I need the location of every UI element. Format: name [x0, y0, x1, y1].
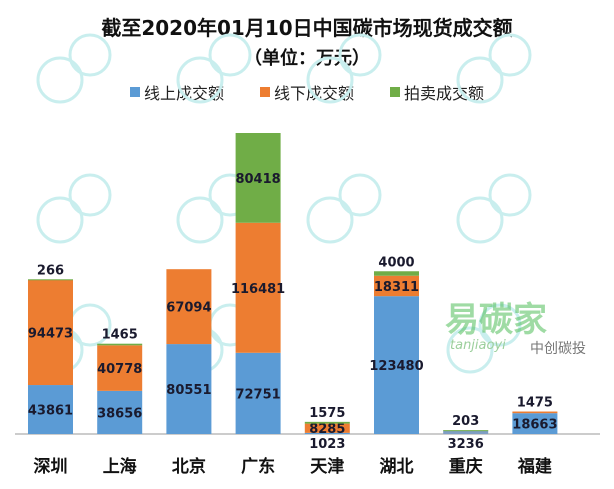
data-label: 3236	[448, 437, 484, 452]
watermark-circle	[68, 173, 112, 217]
data-label: 43861	[28, 404, 73, 419]
data-label: 8285	[309, 422, 345, 437]
watermark-circle	[36, 196, 84, 244]
data-label: 1023	[309, 437, 345, 452]
data-label: 72751	[235, 387, 280, 402]
x-tick-label: 广东	[241, 456, 275, 477]
data-label: 40778	[97, 362, 142, 377]
data-label: 80418	[235, 172, 280, 187]
bar-segment	[166, 269, 212, 345]
bar-segment	[374, 296, 419, 434]
watermark-circle	[36, 56, 84, 104]
bar-segment	[235, 352, 281, 434]
bar-segment	[304, 421, 350, 424]
bar-segment	[28, 279, 73, 386]
x-tick-label: 上海	[103, 456, 137, 477]
data-label: 266	[37, 263, 64, 278]
data-label: 38656	[97, 406, 142, 421]
x-tick-label: 福建	[517, 456, 552, 477]
bar-segment	[443, 430, 489, 434]
data-label: 1575	[309, 406, 345, 421]
data-label: 123480	[369, 359, 423, 374]
data-label: 203	[452, 414, 479, 429]
data-label: 1465	[102, 328, 138, 343]
watermark-circle	[306, 196, 354, 244]
legend-swatch	[259, 87, 270, 97]
bar-segment	[374, 275, 419, 297]
legend-swatch	[390, 87, 400, 97]
watermark-circle	[208, 33, 252, 77]
bar-segment	[512, 411, 558, 414]
bar-segment	[374, 271, 419, 276]
x-tick-label: 天津	[310, 456, 344, 477]
chart-title: 截至2020年01月10日中国碳市场现货成交额	[101, 16, 513, 40]
watermark-circle	[446, 326, 494, 374]
data-label: 18311	[374, 280, 419, 295]
watermark-sub: tanjiaoyi	[450, 338, 506, 353]
bar-segment	[28, 385, 73, 434]
watermark-circle	[68, 33, 112, 77]
bar-segment	[443, 430, 489, 432]
watermark-circle	[176, 56, 224, 104]
watermark-circle	[338, 173, 382, 217]
chart-subtitle: （单位：万元）	[244, 48, 370, 69]
watermark-circle	[456, 196, 504, 244]
watermark-circle	[456, 56, 504, 104]
watermark-brand: 易碳家	[445, 300, 547, 340]
watermark-circle	[338, 33, 382, 77]
bar-segment	[97, 390, 143, 434]
bar-segment	[235, 133, 281, 223]
data-label: 1475	[517, 396, 553, 411]
bar-segment	[304, 432, 350, 434]
watermark-circle	[306, 56, 354, 104]
bar-segment	[97, 343, 143, 346]
legend-swatch	[129, 87, 140, 97]
data-label: 116481	[231, 282, 285, 297]
legend-item-auction: 拍卖成交额	[390, 80, 484, 104]
x-tick-label: 深圳	[34, 456, 68, 477]
x-tick-label: 重庆	[449, 456, 483, 477]
watermark-circle	[478, 303, 522, 347]
data-label: 67094	[166, 301, 211, 316]
bar-segment	[304, 423, 350, 433]
data-label: 80551	[166, 383, 211, 398]
watermark-circle	[488, 33, 532, 77]
legend-label: 拍卖成交额	[404, 84, 485, 103]
x-tick-label: 北京	[172, 456, 206, 477]
data-label: 18663	[512, 418, 557, 433]
data-label: 94473	[28, 326, 73, 341]
data-label: 4000	[378, 255, 414, 270]
bar-segment	[28, 279, 73, 281]
bar-segment	[97, 345, 143, 391]
watermark-circle	[176, 196, 224, 244]
x-tick-label: 湖北	[380, 457, 414, 477]
watermark-account: 中创碳投	[530, 341, 586, 357]
bar-segment	[512, 413, 558, 434]
bar-segment	[235, 222, 281, 353]
watermark-circle	[488, 173, 532, 217]
bar-segment	[166, 344, 212, 434]
